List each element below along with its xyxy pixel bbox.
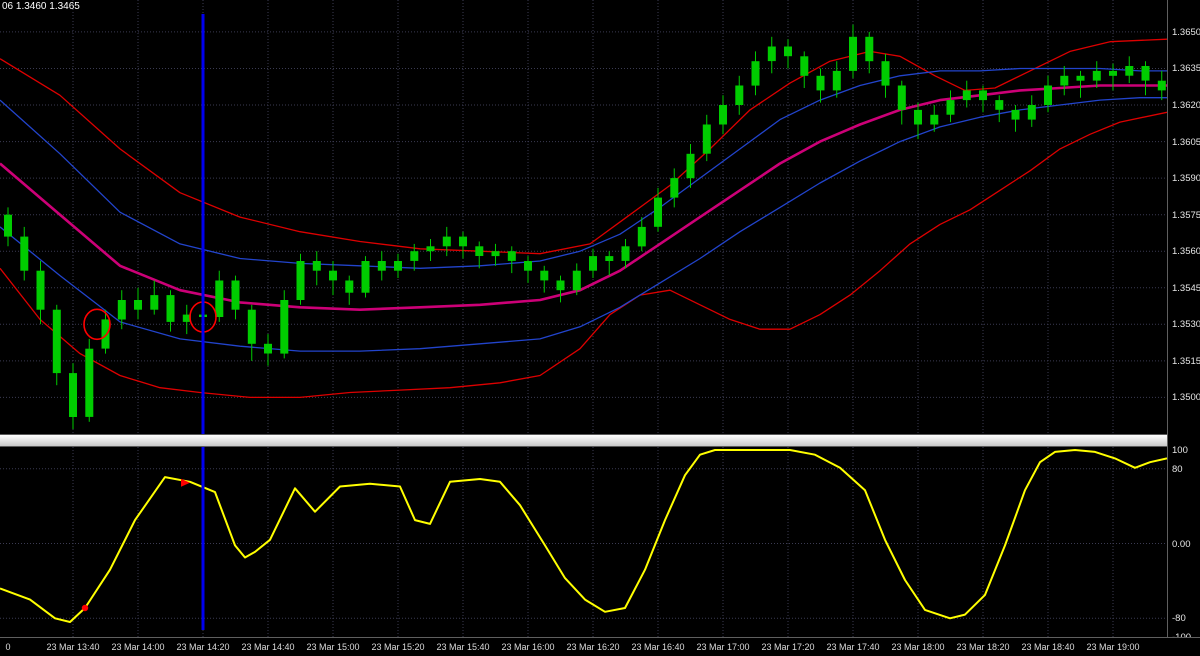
time-tick-label-partial: 0	[5, 642, 11, 652]
price-axis[interactable]: 1.3650 1.3635 1.3620 1.3605 1.3590 1.3575 1.35…	[1167, 0, 1200, 643]
time-tick-label: 23 Mar 15:20	[371, 642, 425, 652]
price-tick-label: 1.3545	[1172, 283, 1200, 294]
price-tick-label: 1.3605	[1172, 137, 1200, 148]
price-tick-label: 1.3560	[1172, 246, 1200, 257]
chart-header-quote: 06 1.3460 1.3465	[2, 1, 80, 12]
time-axis[interactable]: 0 23 Mar 13:40 23 Mar 14:00 23 Mar 14:20 23 …	[0, 637, 1200, 656]
price-chart-canvas[interactable]	[0, 0, 1167, 434]
time-tick-label: 23 Mar 14:40	[241, 642, 295, 652]
time-tick-label: 23 Mar 19:00	[1086, 642, 1140, 652]
time-tick-label: 23 Mar 18:00	[891, 642, 945, 652]
indicator-scale-label: 80	[1172, 464, 1183, 475]
time-tick-label: 23 Mar 14:00	[111, 642, 165, 652]
indicator-canvas[interactable]	[0, 447, 1167, 637]
indicator-scale-label: -80	[1172, 613, 1186, 624]
price-tick-label: 1.3530	[1172, 319, 1200, 330]
time-tick-label: 23 Mar 18:40	[1021, 642, 1075, 652]
price-tick-label: 1.3575	[1172, 210, 1200, 221]
time-tick-label: 23 Mar 17:00	[696, 642, 750, 652]
price-tick-label: 1.3515	[1172, 356, 1200, 367]
indicator-panel[interactable]	[0, 447, 1167, 637]
time-tick-label: 23 Mar 15:00	[306, 642, 360, 652]
time-tick-label: 23 Mar 16:40	[631, 642, 685, 652]
price-chart-panel[interactable]: 06 1.3460 1.3465	[0, 0, 1167, 434]
price-tick-label: 1.3650	[1172, 27, 1200, 38]
price-tick-label: 1.3635	[1172, 63, 1200, 74]
time-tick-label: 23 Mar 16:20	[566, 642, 620, 652]
time-tick-label: 23 Mar 17:20	[761, 642, 815, 652]
time-tick-label: 23 Mar 15:40	[436, 642, 490, 652]
price-tick-label: 1.3590	[1172, 173, 1200, 184]
indicator-scale-label: 100	[1172, 445, 1188, 456]
time-tick-label: 23 Mar 13:40	[46, 642, 100, 652]
time-tick-label: 23 Mar 18:20	[956, 642, 1010, 652]
time-tick-label: 23 Mar 14:20	[176, 642, 230, 652]
panel-splitter[interactable]: 1.3485	[0, 434, 1200, 447]
time-tick-label: 23 Mar 17:40	[826, 642, 880, 652]
indicator-scale-label: 0.00	[1172, 539, 1191, 550]
price-tick-label: 1.3500	[1172, 392, 1200, 403]
price-tick-label: 1.3620	[1172, 100, 1200, 111]
time-tick-label: 23 Mar 16:00	[501, 642, 555, 652]
